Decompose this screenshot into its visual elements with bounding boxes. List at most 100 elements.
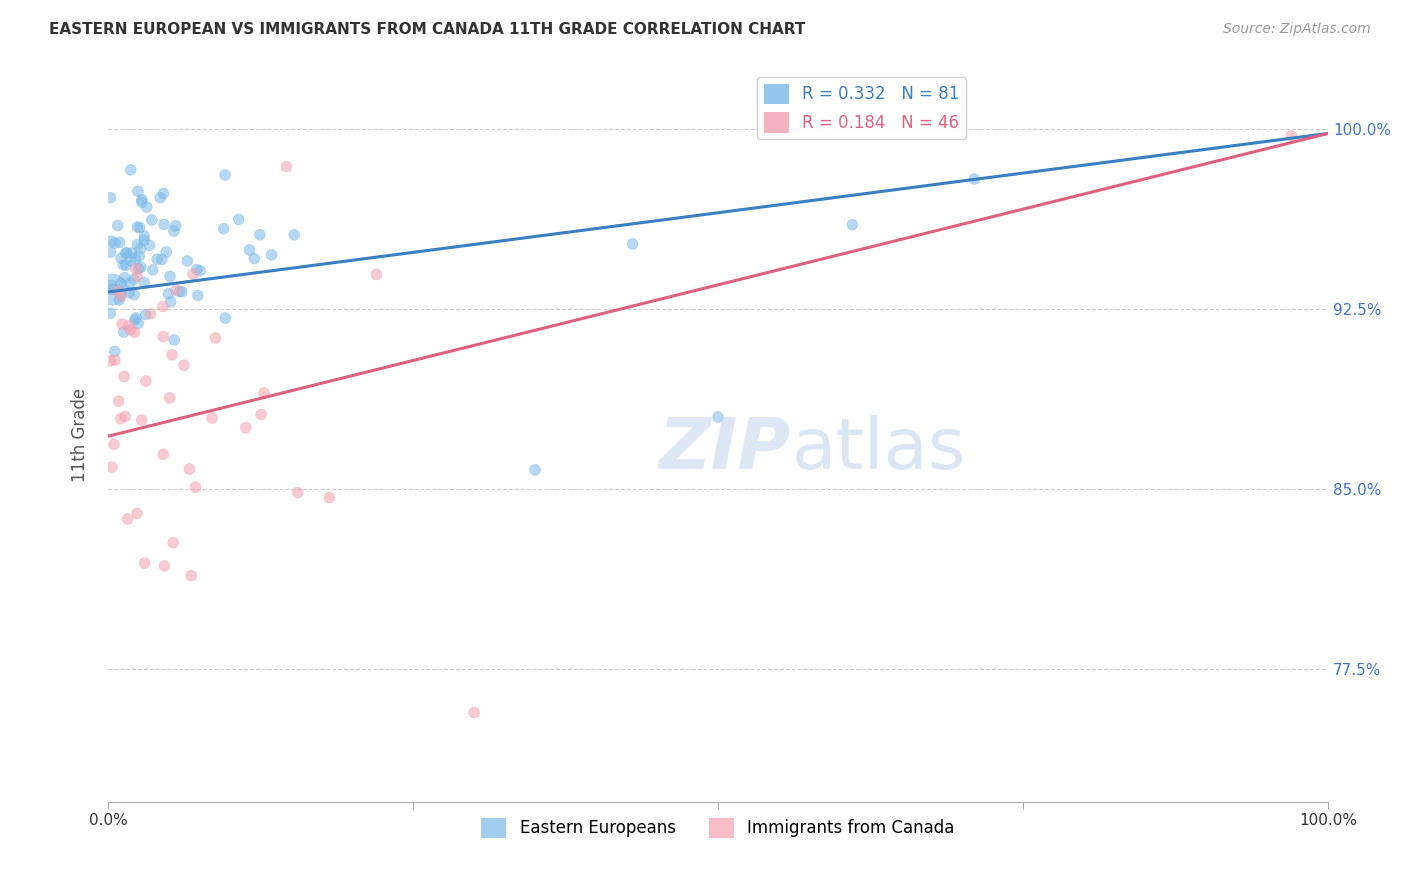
Point: [150, 252, 173, 267]
Point: [463, 706, 485, 720]
Point: [250, 408, 273, 422]
Point: [201, 411, 224, 425]
Point: [124, 313, 146, 327]
Point: [165, 219, 187, 233]
Point: [124, 326, 146, 340]
Point: [100, 234, 122, 248]
Point: [104, 353, 127, 368]
Point: [100, 278, 122, 293]
Point: [146, 252, 169, 267]
Point: [118, 318, 141, 333]
Point: [131, 193, 153, 207]
Point: [107, 394, 129, 409]
Point: [135, 200, 157, 214]
Point: [125, 506, 148, 520]
Point: [125, 261, 148, 276]
Point: [107, 284, 129, 298]
Point: [160, 348, 183, 362]
Point: [108, 235, 131, 250]
Point: [963, 172, 986, 186]
Point: [104, 236, 127, 251]
Point: [159, 294, 181, 309]
Point: [110, 277, 132, 291]
Point: [318, 491, 340, 505]
Point: [188, 264, 211, 278]
Legend: Eastern Europeans, Immigrants from Canada: Eastern Europeans, Immigrants from Canad…: [475, 811, 962, 845]
Point: [127, 316, 149, 330]
Point: [117, 512, 139, 526]
Point: [214, 311, 236, 326]
Point: [110, 289, 132, 303]
Point: [243, 252, 266, 266]
Point: [212, 221, 235, 235]
Point: [187, 288, 209, 302]
Point: [163, 333, 186, 347]
Point: [112, 369, 135, 384]
Point: [112, 325, 135, 339]
Point: [100, 354, 122, 368]
Point: [179, 462, 201, 476]
Point: [107, 219, 129, 233]
Point: [235, 420, 257, 434]
Point: [131, 413, 153, 427]
Point: [115, 258, 138, 272]
Point: [152, 186, 174, 201]
Text: Source: ZipAtlas.com: Source: ZipAtlas.com: [1223, 22, 1371, 37]
Point: [127, 184, 149, 198]
Point: [127, 237, 149, 252]
Point: [157, 286, 180, 301]
Point: [108, 293, 131, 307]
Point: [155, 245, 177, 260]
Point: [169, 285, 191, 299]
Point: [152, 447, 174, 461]
Point: [114, 409, 136, 424]
Point: [100, 306, 122, 320]
Point: [124, 252, 146, 266]
Point: [159, 269, 181, 284]
Point: [120, 246, 142, 260]
Point: [180, 568, 202, 582]
Point: [101, 283, 124, 297]
Point: [139, 307, 162, 321]
Point: [125, 310, 148, 325]
Point: [260, 248, 283, 262]
Point: [122, 272, 145, 286]
Point: [131, 195, 153, 210]
Point: [287, 485, 309, 500]
Point: [132, 276, 155, 290]
Point: [111, 317, 134, 331]
Point: [170, 285, 193, 299]
Point: [128, 261, 150, 276]
Point: [120, 276, 142, 290]
Point: [162, 535, 184, 549]
Point: [228, 212, 250, 227]
Point: [110, 251, 132, 265]
Point: [135, 374, 157, 388]
Point: [249, 227, 271, 242]
Point: [115, 246, 138, 260]
Point: [127, 269, 149, 284]
Y-axis label: 11th Grade: 11th Grade: [72, 388, 89, 482]
Point: [100, 191, 122, 205]
Point: [149, 191, 172, 205]
Point: [134, 233, 156, 247]
Point: [184, 480, 207, 494]
Point: [163, 224, 186, 238]
Point: [114, 270, 136, 285]
Point: [159, 391, 181, 405]
Text: ZIP: ZIP: [659, 415, 792, 484]
Point: [153, 558, 176, 573]
Point: [127, 220, 149, 235]
Point: [120, 323, 142, 337]
Point: [135, 308, 157, 322]
Point: [103, 437, 125, 451]
Point: [142, 263, 165, 277]
Point: [181, 267, 204, 281]
Point: [214, 168, 236, 182]
Point: [1281, 128, 1303, 143]
Point: [152, 300, 174, 314]
Point: [621, 237, 644, 252]
Point: [204, 331, 226, 345]
Point: [128, 220, 150, 235]
Point: [841, 218, 863, 232]
